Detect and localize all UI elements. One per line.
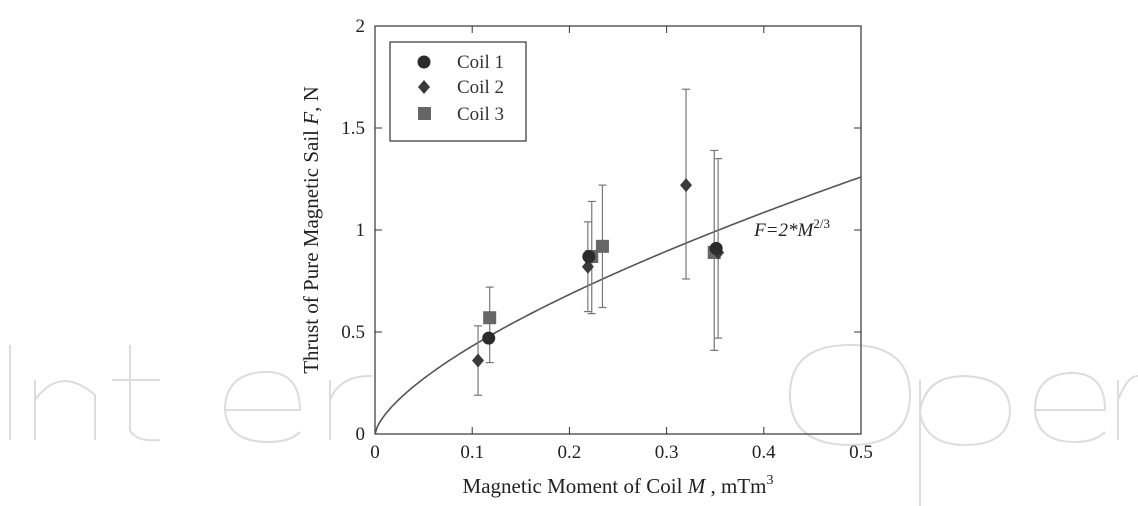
data-point-coil-1: [482, 332, 495, 345]
fit-annotation: F=2*M2/3: [753, 216, 830, 241]
y-tick-label: 0.5: [341, 322, 365, 343]
x-tick-label: 0.5: [849, 442, 873, 463]
data-point-coil-2: [472, 354, 484, 368]
legend-marker-coil-3: [418, 107, 431, 120]
y-tick-label: 0: [356, 424, 366, 445]
y-axis-title-text: Thrust of Pure Magnetic Sail: [299, 125, 323, 374]
y-axis-title-var: F: [299, 112, 323, 126]
legend-label-coil-3: Coil 3: [457, 104, 504, 125]
legend-marker-coil-1: [418, 56, 431, 69]
fit-curve: [375, 177, 861, 434]
data-point-coil-3: [483, 311, 496, 324]
y-tick-label: 1.5: [341, 118, 365, 139]
x-tick-label: 0.1: [460, 442, 484, 463]
y-tick-label: 2: [356, 16, 366, 37]
x-tick-label: 0.4: [752, 442, 776, 463]
data-point-coil-2: [680, 178, 692, 192]
x-axis-title-sup: 3: [766, 473, 773, 488]
x-axis-title-text: Magnetic Moment of Coil: [463, 474, 688, 498]
legend-label-coil-1: Coil 1: [457, 52, 504, 73]
legend-label-coil-2: Coil 2: [457, 77, 504, 98]
legend: Coil 1 Coil 2 Coil 3: [390, 42, 526, 141]
fit-annotation-text: F=2*M: [753, 220, 814, 241]
x-tick-label: 0.3: [655, 442, 679, 463]
y-axis-title: Thrust of Pure Magnetic Sail F, N: [299, 86, 323, 374]
data-point-coil-3: [596, 240, 609, 253]
x-tick-label: 0.2: [558, 442, 582, 463]
y-axis-title-unit: , N: [299, 86, 323, 112]
x-axis-title: Magnetic Moment of Coil M , mTm3: [463, 473, 774, 498]
y-tick-label: 1: [356, 220, 366, 241]
x-tick-label: 0: [370, 442, 380, 463]
fit-annotation-exponent: 2/3: [813, 216, 830, 231]
data-point-coil-1: [582, 250, 595, 263]
x-axis-title-unit: , mTm: [705, 474, 766, 498]
x-axis-title-var: M: [687, 474, 707, 498]
data-point-coil-1: [710, 242, 723, 255]
